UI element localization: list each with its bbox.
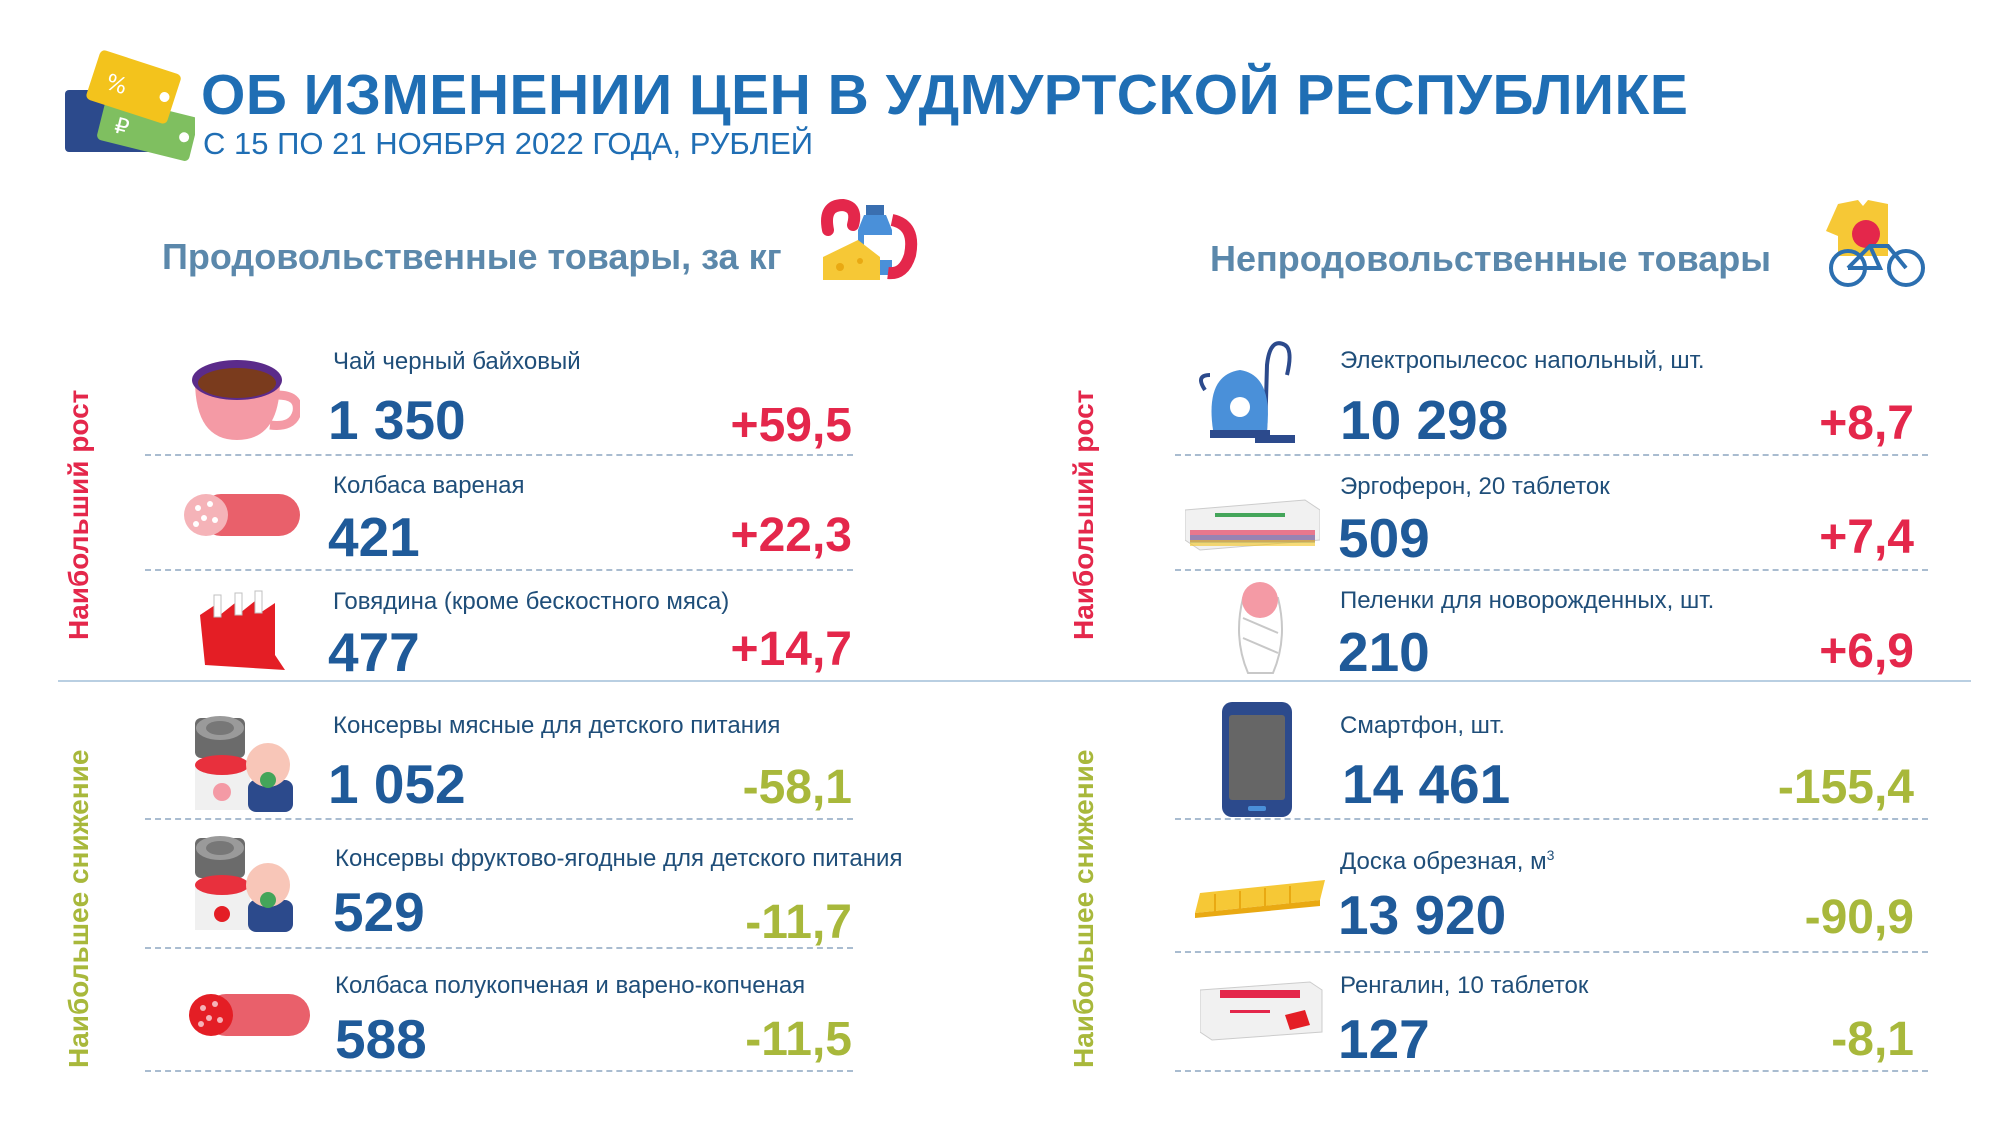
page-subtitle: С 15 ПО 21 НОЯБРЯ 2022 ГОДА, РУБЛЕЙ [203,126,814,161]
item-name: Электропылесос напольный, шт. [1340,347,1705,374]
item-change: +14,7 [730,623,852,676]
item-name: Консервы фруктово-ягодные для детского п… [335,845,903,872]
item-price: 14 461 [1342,753,1511,815]
medicine-box-2-icon [1200,981,1323,1041]
item-change: -90,9 [1804,891,1914,944]
food-section-title: Продовольственные товары, за кг [162,236,782,277]
boiled-sausage-icon [184,494,300,536]
item-name: Консервы мясные для детского питания [333,712,781,739]
item-name: Говядина (кроме бескостного мяса) [333,588,730,615]
row-divider [145,569,853,571]
item-price: 10 298 [1340,389,1509,451]
item-price: 477 [328,621,420,683]
board-icon [1195,880,1325,918]
row-divider [145,947,853,949]
item-name: Колбаса полукопченая и варено-копченая [335,972,806,999]
item-name: Эргоферон, 20 таблеток [1340,473,1610,500]
item-name: Колбаса вареная [333,472,525,499]
item-name: Чай черный байховый [333,348,581,375]
item-change: +8,7 [1819,397,1914,450]
page-title: ОБ ИЗМЕНЕНИИ ЦЕН В УДМУРТСКОЙ РЕСПУБЛИКЕ [201,63,1689,127]
item-change: +7,4 [1819,511,1914,564]
section-divider [58,680,1971,682]
baby-fruit-can-icon [195,836,293,932]
item-change: +6,9 [1819,625,1914,678]
item-price: 1 052 [328,753,466,815]
item-price: 210 [1338,621,1430,683]
food-rise-label: Наибольший рост [63,389,94,640]
row-divider [145,818,853,820]
row-divider [1175,454,1928,456]
item-price: 13 920 [1338,884,1507,946]
nonfood-section-title: Непродовольственные товары [1210,238,1772,279]
row-divider [1175,818,1928,820]
item-price: 127 [1338,1008,1430,1070]
smartphone-icon [1222,702,1292,817]
food-fall-label: Наибольшее снижение [63,749,94,1068]
item-price: 509 [1338,507,1430,569]
row-divider [1175,569,1928,571]
row-divider [145,1070,853,1072]
item-change: -58,1 [742,761,852,814]
beef-icon [200,590,285,670]
svg-text:₽: ₽ [112,114,132,142]
item-price: 1 350 [328,389,466,451]
row-divider [145,454,853,456]
item-change: +22,3 [730,509,852,562]
baby-meat-can-icon [195,716,293,812]
price-tags-icon: ₽ % [65,50,195,161]
row-divider [1175,951,1928,953]
item-name: Пеленки для новорожденных, шт. [1340,587,1715,614]
smoked-sausage-icon [189,994,310,1036]
tea-cup-icon [192,360,300,440]
item-price: 588 [335,1008,427,1070]
item-price: 529 [333,881,425,943]
swaddle-icon [1238,582,1283,674]
nonfood-fall-label: Наибольшее снижение [1068,749,1099,1068]
item-change: +59,5 [730,399,852,452]
nonfood-rise-label: Наибольший рост [1068,389,1099,640]
clothes-and-bike-icon [1826,200,1925,287]
row-divider [1175,1070,1928,1072]
item-price: 421 [328,506,420,568]
item-name: Ренгалин, 10 таблеток [1340,972,1589,999]
medicine-box-icon [1185,499,1320,551]
item-name: Доска обрезная, м3 [1340,847,1555,875]
item-change: -155,4 [1777,761,1914,814]
item-name: Смартфон, шт. [1340,712,1505,739]
item-change: -8,1 [1831,1013,1914,1066]
food-group-icon [821,198,918,280]
item-change: -11,5 [745,1013,852,1066]
vacuum-cleaner-icon [1199,341,1295,443]
item-change: -11,7 [745,896,852,949]
